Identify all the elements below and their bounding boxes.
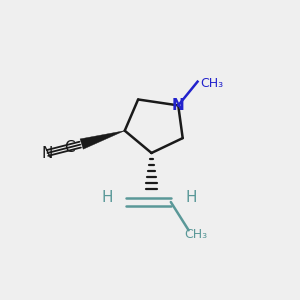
- Text: CH₃: CH₃: [184, 228, 208, 241]
- Polygon shape: [80, 131, 125, 149]
- Text: CH₃: CH₃: [200, 76, 224, 90]
- Text: H: H: [101, 190, 113, 205]
- Text: H: H: [186, 190, 197, 205]
- Text: C: C: [64, 140, 75, 155]
- Text: N: N: [42, 146, 53, 161]
- Text: N: N: [172, 98, 184, 113]
